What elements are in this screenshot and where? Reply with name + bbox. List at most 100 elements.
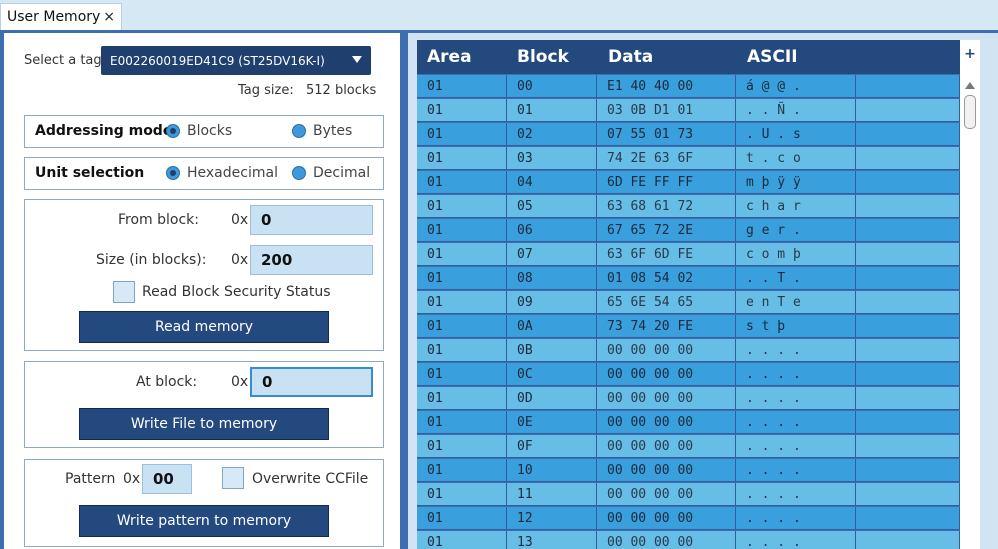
cell-block[interactable]: 0F (507, 435, 597, 458)
cell-area[interactable]: 01 (417, 363, 507, 386)
overwrite-ccfile-checkbox[interactable] (222, 467, 244, 489)
cell-block[interactable]: 08 (507, 267, 597, 290)
cell-data[interactable]: 73 74 20 FE (597, 315, 736, 338)
cell-data[interactable]: 63 6F 6D FE (597, 243, 736, 266)
table-row[interactable]: 01 02 07 55 01 73. U . s (417, 123, 960, 147)
cell-area[interactable]: 01 (417, 123, 507, 146)
cell-data[interactable]: 00 00 00 00 (597, 411, 736, 434)
cell-data[interactable]: 00 00 00 00 (597, 507, 736, 530)
write-file-button[interactable]: Write File to memory (79, 408, 329, 440)
table-row[interactable]: 01 08 01 08 54 02. . T . (417, 267, 960, 291)
cell-data[interactable]: 00 00 00 00 (597, 387, 736, 410)
table-row[interactable]: 01 10 00 00 00 00. . . . (417, 459, 960, 483)
cell-ascii[interactable]: . . . . (736, 531, 856, 549)
cell-ascii[interactable]: . . . . (736, 435, 856, 458)
cell-block[interactable]: 09 (507, 291, 597, 314)
cell-block[interactable]: 03 (507, 147, 597, 170)
vertical-scrollbar[interactable]: + (960, 40, 980, 549)
cell-block[interactable]: 06 (507, 219, 597, 242)
table-row[interactable]: 01 05 63 68 61 72 c h a r (417, 195, 960, 219)
table-row[interactable]: 01 09 65 6E 54 65 e n T e (417, 291, 960, 315)
cell-data[interactable]: 01 08 54 02 (597, 267, 736, 290)
table-row[interactable]: 01 0D 00 00 00 00. . . . (417, 387, 960, 411)
cell-block[interactable]: 0D (507, 387, 597, 410)
write-pattern-button[interactable]: Write pattern to memory (79, 505, 329, 537)
cell-area[interactable]: 01 (417, 147, 507, 170)
size-blocks-input[interactable]: 200 (250, 245, 373, 275)
cell-ascii[interactable]: . . . . (736, 507, 856, 530)
from-block-input[interactable]: 0 (250, 205, 373, 235)
cell-block[interactable]: 0E (507, 411, 597, 434)
scroll-up-icon[interactable] (965, 82, 975, 89)
cell-data[interactable]: 03 0B D1 01 (597, 99, 736, 122)
table-row[interactable]: 01 11 00 00 00 00. . . . (417, 483, 960, 507)
cell-block[interactable]: 00 (507, 75, 597, 98)
table-row[interactable]: 01 00 E1 40 40 00 á @ @ . (417, 75, 960, 99)
cell-ascii[interactable]: t . c o (736, 147, 856, 170)
cell-block[interactable]: 05 (507, 195, 597, 218)
cell-ascii[interactable]: . . . . (736, 483, 856, 506)
cell-ascii[interactable]: . . T . (736, 267, 856, 290)
cell-block[interactable]: 13 (507, 531, 597, 549)
cell-ascii[interactable]: . . . . (736, 339, 856, 362)
table-row[interactable]: 01 0F 00 00 00 00. . . . (417, 435, 960, 459)
cell-block[interactable]: 01 (507, 99, 597, 122)
cell-block[interactable]: 11 (507, 483, 597, 506)
table-row[interactable]: 01 07 63 6F 6D FE c o m þ (417, 243, 960, 267)
table-row[interactable]: 01 0A 73 74 20 FE s t þ (417, 315, 960, 339)
cell-block[interactable]: 07 (507, 243, 597, 266)
cell-data[interactable]: 00 00 00 00 (597, 435, 736, 458)
cell-area[interactable]: 01 (417, 315, 507, 338)
cell-data[interactable]: 74 2E 63 6F (597, 147, 736, 170)
cell-ascii[interactable]: á @ @ . (736, 75, 856, 98)
table-row[interactable]: 01 13 00 00 00 00. . . . (417, 531, 960, 549)
cell-ascii[interactable]: c o m þ (736, 243, 856, 266)
at-block-input[interactable]: 0 (250, 367, 373, 397)
cell-area[interactable]: 01 (417, 195, 507, 218)
cell-area[interactable]: 01 (417, 411, 507, 434)
cell-ascii[interactable]: . U . s (736, 123, 856, 146)
cell-ascii[interactable]: m þ ÿ ÿ (736, 171, 856, 194)
cell-block[interactable]: 02 (507, 123, 597, 146)
cell-data[interactable]: 63 68 61 72 (597, 195, 736, 218)
cell-area[interactable]: 01 (417, 219, 507, 242)
cell-ascii[interactable]: . . Ñ . (736, 99, 856, 122)
cell-block[interactable]: 04 (507, 171, 597, 194)
cell-ascii[interactable]: g e r . (736, 219, 856, 242)
radio-decimal[interactable]: Decimal (292, 165, 370, 181)
cell-area[interactable]: 01 (417, 435, 507, 458)
cell-ascii[interactable]: . . . . (736, 459, 856, 482)
cell-ascii[interactable]: . . . . (736, 387, 856, 410)
cell-area[interactable]: 01 (417, 387, 507, 410)
cell-area[interactable]: 01 (417, 291, 507, 314)
cell-area[interactable]: 01 (417, 243, 507, 266)
cell-data[interactable]: 00 00 00 00 (597, 483, 736, 506)
cell-data[interactable]: 00 00 00 00 (597, 339, 736, 362)
cell-data[interactable]: E1 40 40 00 (597, 75, 736, 98)
cell-area[interactable]: 01 (417, 75, 507, 98)
cell-block[interactable]: 0B (507, 339, 597, 362)
cell-area[interactable]: 01 (417, 531, 507, 549)
cell-block[interactable]: 10 (507, 459, 597, 482)
cell-area[interactable]: 01 (417, 171, 507, 194)
cell-data[interactable]: 00 00 00 00 (597, 363, 736, 386)
table-row[interactable]: 01 03 74 2E 63 6F t . c o (417, 147, 960, 171)
read-memory-button[interactable]: Read memory (79, 311, 329, 343)
pattern-input[interactable]: 00 (142, 464, 192, 494)
table-row[interactable]: 01 04 6D FE FF FF m þ ÿ ÿ (417, 171, 960, 195)
cell-block[interactable]: 0C (507, 363, 597, 386)
radio-hexadecimal[interactable]: Hexadecimal (166, 165, 278, 181)
cell-ascii[interactable]: . . . . (736, 411, 856, 434)
cell-data[interactable]: 6D FE FF FF (597, 171, 736, 194)
read-security-checkbox[interactable] (113, 281, 135, 303)
tag-select[interactable]: E002260019ED41C9 (ST25DV16K-I) (101, 46, 371, 75)
table-row[interactable]: 01 0C 00 00 00 00. . . . (417, 363, 960, 387)
cell-ascii[interactable]: s t þ (736, 315, 856, 338)
cell-ascii[interactable]: c h a r (736, 195, 856, 218)
tab-user-memory[interactable]: User Memory × (0, 3, 123, 30)
radio-blocks[interactable]: Blocks (166, 123, 232, 139)
close-icon[interactable]: × (103, 9, 116, 25)
table-row[interactable]: 01 01 03 0B D1 01. . Ñ . (417, 99, 960, 123)
radio-bytes[interactable]: Bytes (292, 123, 352, 139)
cell-ascii[interactable]: e n T e (736, 291, 856, 314)
